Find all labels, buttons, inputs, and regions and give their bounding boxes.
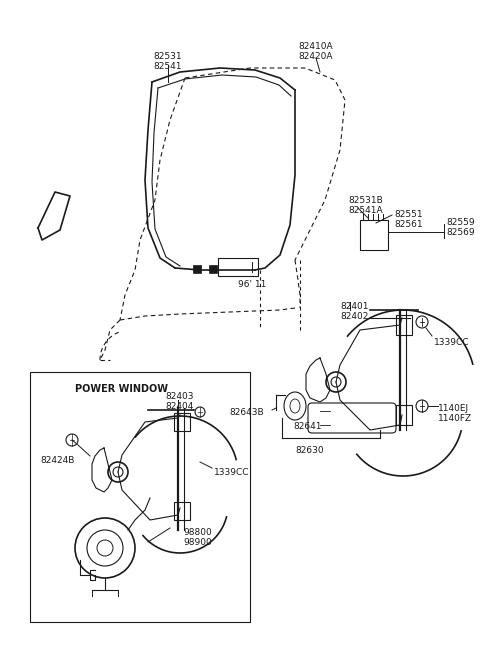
Text: 82401
82402: 82401 82402 (340, 302, 369, 321)
Text: 96' 11: 96' 11 (238, 280, 266, 289)
Bar (174, 413, 190, 431)
Text: 82551
82561: 82551 82561 (394, 210, 422, 229)
Text: 82531B
82541A: 82531B 82541A (348, 196, 383, 215)
Text: 82643B: 82643B (229, 408, 264, 417)
Bar (174, 502, 190, 520)
Text: 1339CC: 1339CC (434, 338, 469, 347)
Text: 82559
82569: 82559 82569 (446, 218, 475, 237)
Text: 82424B: 82424B (41, 456, 75, 465)
Text: 1339CC: 1339CC (214, 468, 250, 477)
Text: 82403
82404: 82403 82404 (166, 392, 194, 411)
Bar (360, 220, 388, 250)
Bar (193, 265, 201, 273)
Text: 82641: 82641 (294, 422, 322, 431)
Text: 82531
82541: 82531 82541 (154, 52, 182, 72)
Text: 82410A
82420A: 82410A 82420A (299, 42, 333, 61)
Bar (396, 405, 412, 425)
Bar (209, 265, 217, 273)
Text: POWER WINDOW: POWER WINDOW (75, 384, 168, 394)
Text: 82630: 82630 (296, 446, 324, 455)
Bar (396, 315, 412, 335)
Bar (30, 372, 250, 622)
Text: 98800
98900: 98800 98900 (184, 528, 212, 547)
Text: 1140EJ
1140FZ: 1140EJ 1140FZ (438, 404, 472, 423)
Bar (218, 258, 258, 276)
